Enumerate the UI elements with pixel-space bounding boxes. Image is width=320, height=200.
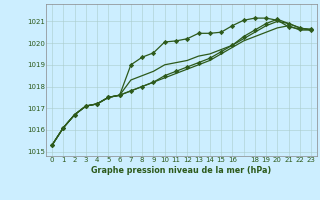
X-axis label: Graphe pression niveau de la mer (hPa): Graphe pression niveau de la mer (hPa) (92, 166, 272, 175)
